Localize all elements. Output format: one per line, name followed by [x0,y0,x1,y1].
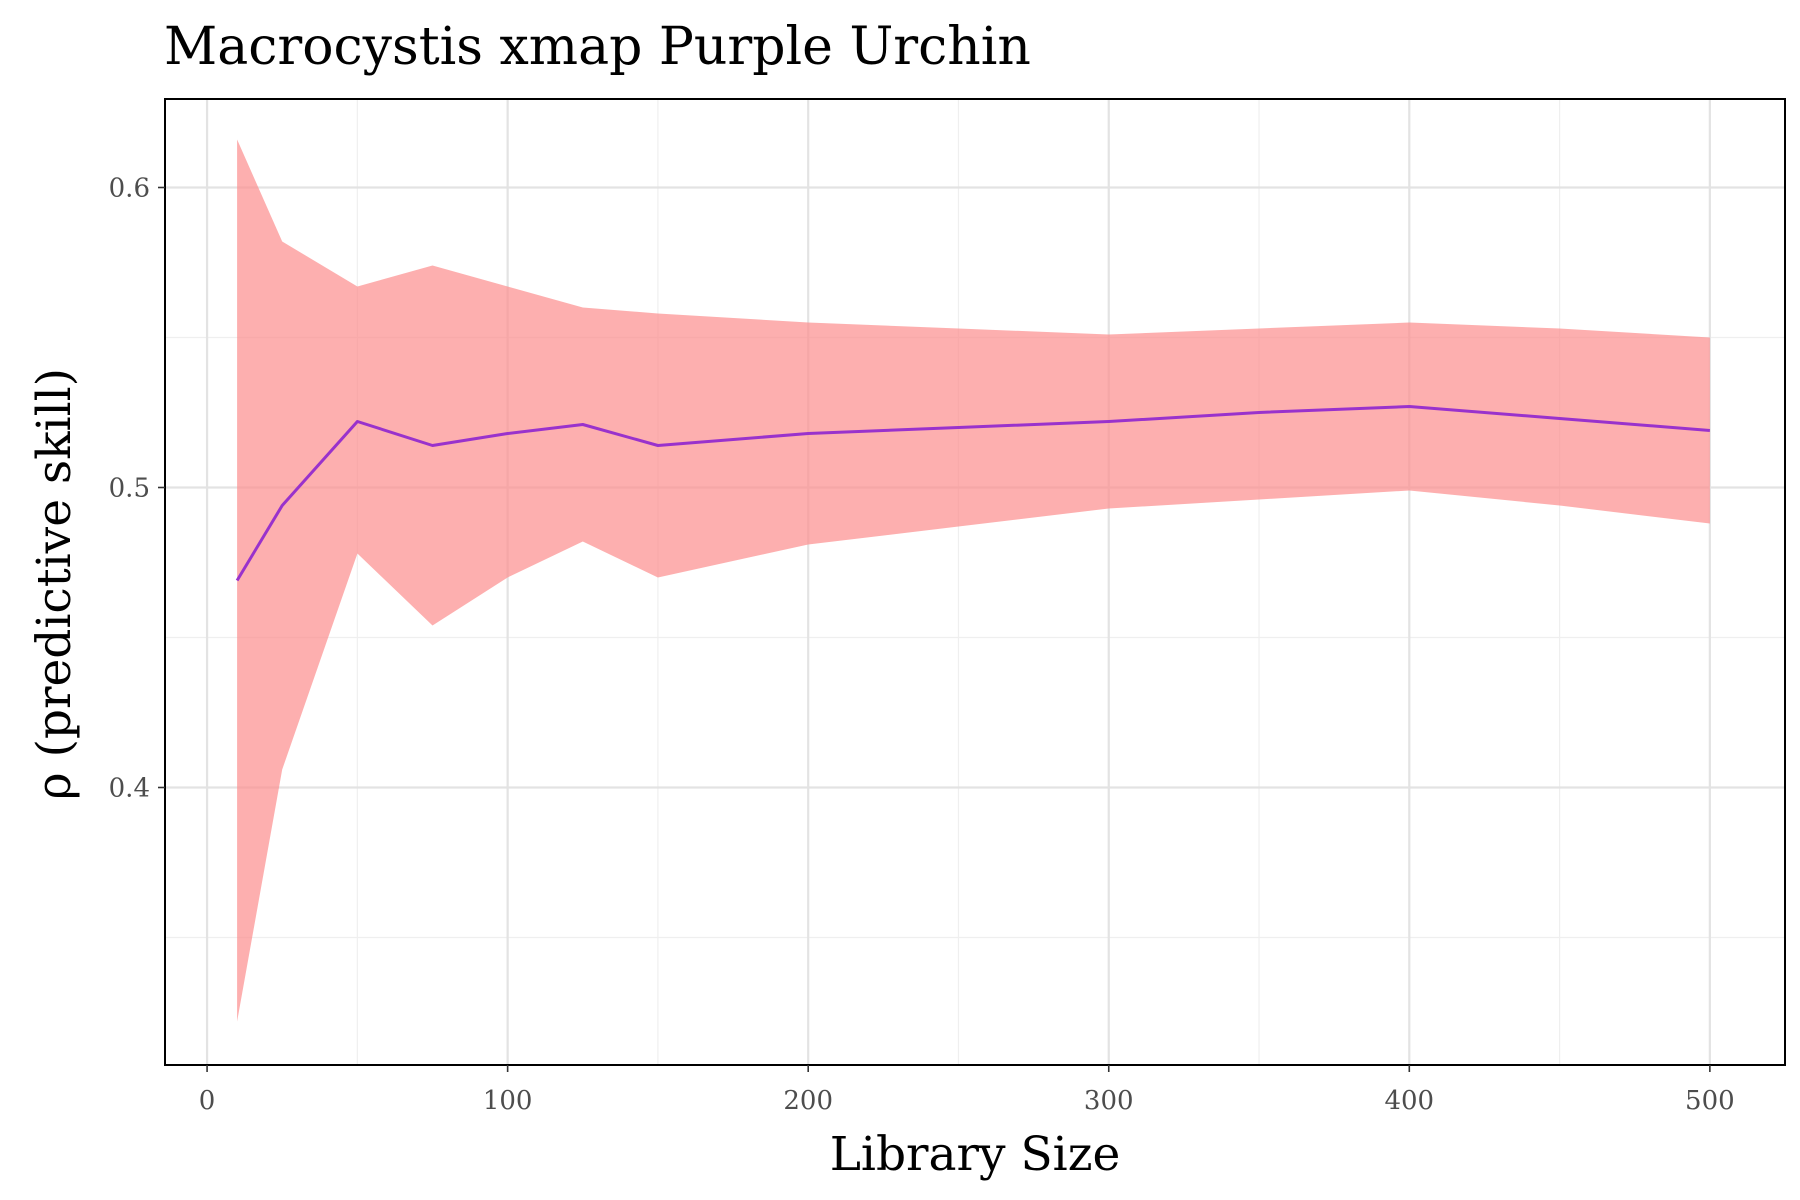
chart-title: Macrocystis xmap Purple Urchin [164,17,1031,77]
y-axis-title: ρ (predictive skill) [27,368,82,800]
x-tick-label: 300 [1084,1086,1134,1116]
x-axis-title: Library Size [830,1127,1121,1182]
plot-panel-border [164,98,1786,1066]
axis-ticks: 0 100 200 300 400 500 0.4 0.5 0.6 [109,174,1735,1117]
x-tick-label: 400 [1384,1086,1434,1116]
x-tick-label: 200 [783,1086,833,1116]
series-line [235,405,1711,582]
y-tick-label: 0.5 [109,474,150,504]
x-tick-label: 0 [199,1086,216,1116]
confidence-ribbon [237,139,1710,1022]
minor-grid [165,99,1785,1065]
x-tick-label: 100 [483,1086,533,1116]
x-tick-label: 500 [1685,1086,1735,1116]
major-grid [165,99,1785,1065]
y-tick-label: 0.4 [109,774,150,804]
y-tick-label: 0.6 [109,174,150,204]
